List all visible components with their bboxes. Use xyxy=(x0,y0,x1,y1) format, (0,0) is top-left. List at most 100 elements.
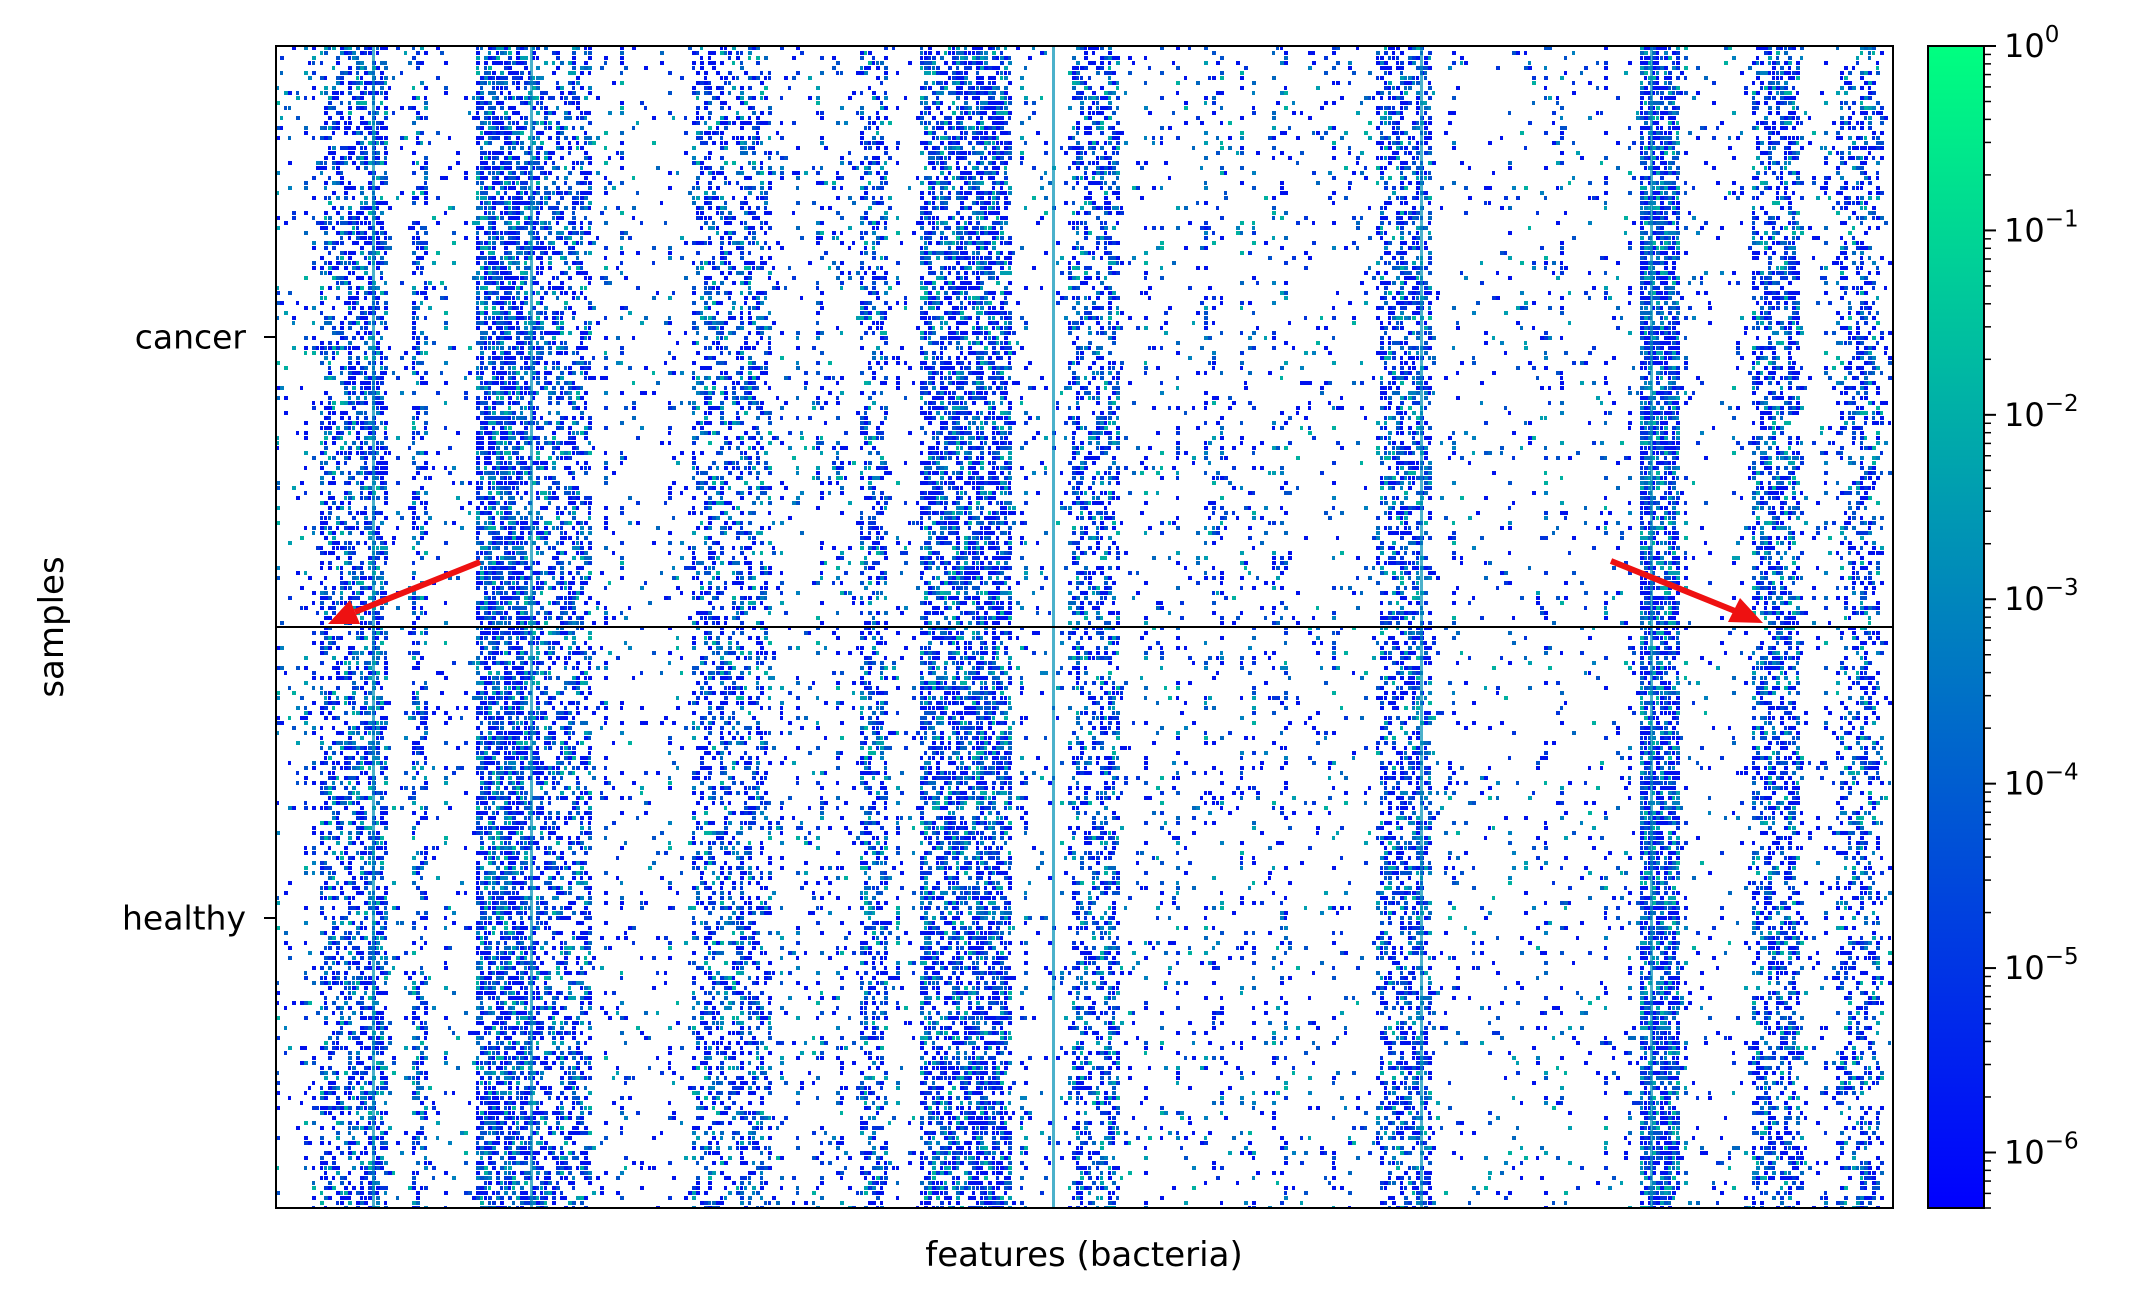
heatmap-cell xyxy=(424,411,428,415)
heatmap-cell xyxy=(480,756,484,760)
heatmap-cell xyxy=(384,961,388,965)
heatmap-cell xyxy=(512,216,516,220)
heatmap-cell xyxy=(340,766,343,770)
heatmap-cell xyxy=(480,971,484,975)
heatmap-cell xyxy=(380,1146,384,1150)
heatmap-cell xyxy=(340,601,343,605)
heatmap-cell xyxy=(504,1151,507,1155)
heatmap-cell xyxy=(508,586,512,590)
heatmap-cell xyxy=(344,266,348,270)
heatmap-cell xyxy=(364,916,368,920)
heatmap-cell xyxy=(464,741,468,745)
heatmap-cell xyxy=(476,741,480,745)
heatmap-cell xyxy=(360,976,363,980)
heatmap-cell xyxy=(412,601,416,605)
heatmap-cell xyxy=(412,421,415,425)
heatmap-cell xyxy=(512,531,516,535)
heatmap-cell xyxy=(412,461,416,465)
heatmap-cell xyxy=(312,136,315,140)
heatmap-cell xyxy=(492,391,496,395)
heatmap-cell xyxy=(496,101,500,105)
heatmap-cell xyxy=(476,116,480,120)
heatmap-cell xyxy=(448,136,451,140)
heatmap-cell xyxy=(352,551,356,555)
heatmap-cell xyxy=(492,136,496,140)
heatmap-cell xyxy=(348,301,351,305)
heatmap-cell xyxy=(488,186,492,190)
heatmap-cell xyxy=(400,146,403,150)
heatmap-cell xyxy=(488,1111,492,1115)
heatmap-cell xyxy=(484,391,488,395)
heatmap-cell xyxy=(500,71,504,75)
heatmap-cell xyxy=(492,116,496,120)
heatmap-cell xyxy=(412,431,415,435)
heatmap-cell xyxy=(520,456,524,460)
heatmap-cell xyxy=(324,1106,328,1110)
heatmap-cell xyxy=(520,421,523,425)
heatmap-cell xyxy=(348,671,352,675)
heatmap-cell xyxy=(492,641,496,645)
heatmap-cell xyxy=(340,431,344,435)
heatmap-cell xyxy=(500,896,504,900)
heatmap-cell xyxy=(340,381,344,385)
heatmap-cell xyxy=(368,941,371,945)
heatmap-cell xyxy=(488,541,492,545)
heatmap-cell xyxy=(408,796,412,800)
heatmap-cell xyxy=(276,1136,280,1140)
heatmap-cell xyxy=(348,1061,352,1065)
heatmap-cell xyxy=(500,906,504,910)
heatmap-cell xyxy=(392,1061,396,1065)
heatmap-cell xyxy=(380,551,384,555)
heatmap-cell xyxy=(476,46,479,50)
heatmap-cell xyxy=(276,86,279,90)
heatmap-cell xyxy=(484,1141,488,1145)
heatmap-cell xyxy=(504,361,508,365)
heatmap-cell xyxy=(416,1016,420,1020)
heatmap-cell xyxy=(384,446,388,450)
heatmap-cell xyxy=(484,1131,487,1135)
heatmap-cell xyxy=(492,451,496,455)
heatmap-cell xyxy=(348,561,352,565)
heatmap-cell xyxy=(348,496,352,500)
heatmap-cell xyxy=(504,386,508,390)
heatmap-cell xyxy=(336,1036,339,1040)
heatmap-cell xyxy=(448,806,452,810)
heatmap-cell xyxy=(332,471,336,475)
heatmap-cell xyxy=(496,766,500,770)
heatmap-cell xyxy=(384,1046,388,1050)
heatmap-cell xyxy=(484,691,488,695)
heatmap-cell xyxy=(320,1106,324,1110)
heatmap-cell xyxy=(304,711,308,715)
heatmap-cell xyxy=(480,181,484,185)
heatmap-cell xyxy=(384,701,388,705)
heatmap-cell xyxy=(456,431,460,435)
heatmap-cell xyxy=(344,1176,347,1180)
heatmap-cell xyxy=(332,1116,336,1120)
heatmap-cell xyxy=(512,731,516,735)
heatmap-cell xyxy=(368,851,372,855)
heatmap-cell xyxy=(508,356,512,360)
heatmap-cell xyxy=(488,746,491,750)
heatmap-cell xyxy=(488,616,492,620)
heatmap-cell xyxy=(512,236,516,240)
heatmap-cell xyxy=(312,826,316,830)
heatmap-cell xyxy=(500,46,504,50)
heatmap-cell xyxy=(352,306,356,310)
heatmap-cell xyxy=(476,1021,480,1025)
heatmap-cell xyxy=(500,326,503,330)
heatmap-cell xyxy=(340,156,344,160)
heatmap-cell xyxy=(360,1101,364,1105)
heatmap-cell xyxy=(412,656,416,660)
heatmap-cell xyxy=(508,166,512,170)
heatmap-cell xyxy=(492,1061,496,1065)
heatmap-cell xyxy=(500,616,504,620)
heatmap-cell xyxy=(480,46,483,50)
heatmap-cell xyxy=(512,111,516,115)
heatmap-cell xyxy=(484,631,488,635)
heatmap-cell xyxy=(384,151,388,155)
heatmap-cell xyxy=(332,606,336,610)
heatmap-cell xyxy=(348,1181,351,1185)
heatmap-cell xyxy=(484,521,487,525)
heatmap-cell xyxy=(424,706,428,710)
heatmap-cell xyxy=(380,336,383,340)
